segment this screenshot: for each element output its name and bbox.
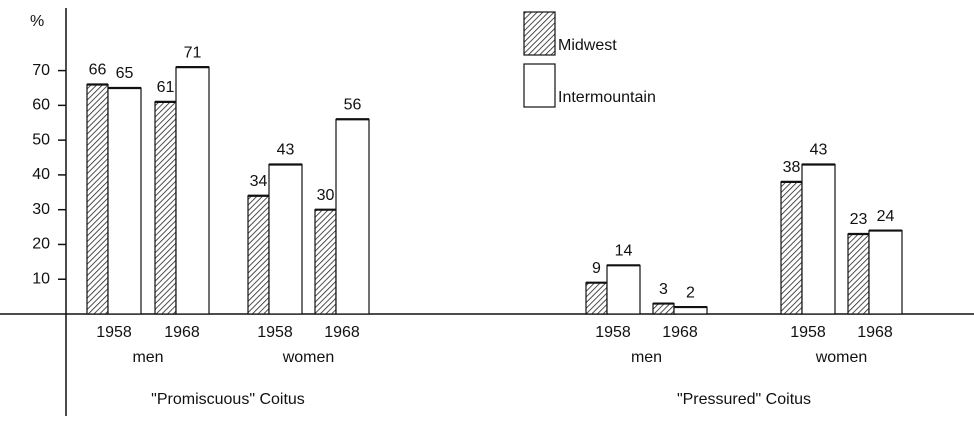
y-tick-label: 30: [32, 201, 50, 218]
x-tick-label: 1958: [257, 324, 293, 341]
group-label: women: [282, 349, 335, 366]
value-label: 34: [250, 173, 268, 190]
value-label: 23: [850, 211, 868, 228]
bar: [314, 209, 337, 315]
bar: [268, 163, 303, 315]
x-tick-label: 1958: [790, 324, 826, 341]
value-label: 3: [659, 281, 668, 298]
x-tick-label: 1968: [662, 324, 698, 341]
x-tick-label: 1968: [324, 324, 360, 341]
value-label: 65: [116, 65, 134, 82]
group-label: men: [631, 349, 662, 366]
y-tick-label: 20: [32, 236, 50, 253]
section-label: "Pressured" Coitus: [677, 391, 811, 408]
bar: [175, 66, 210, 315]
bar: [606, 264, 641, 315]
value-label: 24: [877, 208, 895, 225]
value-label: 9: [592, 260, 601, 277]
value-label: 38: [783, 159, 801, 176]
x-tick-label: 1968: [164, 324, 200, 341]
bar: [154, 101, 177, 315]
value-label: 43: [810, 142, 828, 159]
bar: [868, 229, 903, 315]
bar: [107, 87, 142, 315]
bar: [652, 302, 675, 315]
legend-label: Intermountain: [558, 89, 656, 106]
section-label: "Promiscuous" Coitus: [151, 391, 305, 408]
y-tick-label: 10: [32, 270, 50, 287]
y-axis-label: %: [30, 13, 44, 30]
group-label: women: [815, 349, 868, 366]
value-label: 66: [89, 62, 107, 79]
bar: [247, 195, 270, 315]
value-label: 2: [686, 284, 695, 301]
y-tick-label: 40: [32, 166, 50, 183]
legend-label: Midwest: [558, 37, 617, 54]
value-label: 43: [277, 142, 295, 159]
bar: [585, 282, 608, 315]
value-label: 71: [184, 44, 202, 61]
bar: [335, 118, 370, 315]
y-tick-label: 50: [32, 131, 50, 148]
x-tick-label: 1958: [595, 324, 631, 341]
value-label: 56: [344, 96, 362, 113]
bar: [86, 83, 109, 315]
y-tick-label: 70: [32, 62, 50, 79]
x-tick-label: 1958: [96, 324, 132, 341]
bar: [780, 181, 803, 315]
bar: [847, 233, 870, 315]
bar: [801, 163, 836, 315]
x-tick-label: 1968: [857, 324, 893, 341]
value-label: 14: [615, 243, 633, 260]
legend-swatch: [523, 11, 556, 56]
value-label: 61: [157, 79, 175, 96]
value-label: 30: [317, 187, 335, 204]
y-tick-label: 60: [32, 97, 50, 114]
legend-swatch: [523, 63, 556, 108]
group-label: men: [132, 349, 163, 366]
